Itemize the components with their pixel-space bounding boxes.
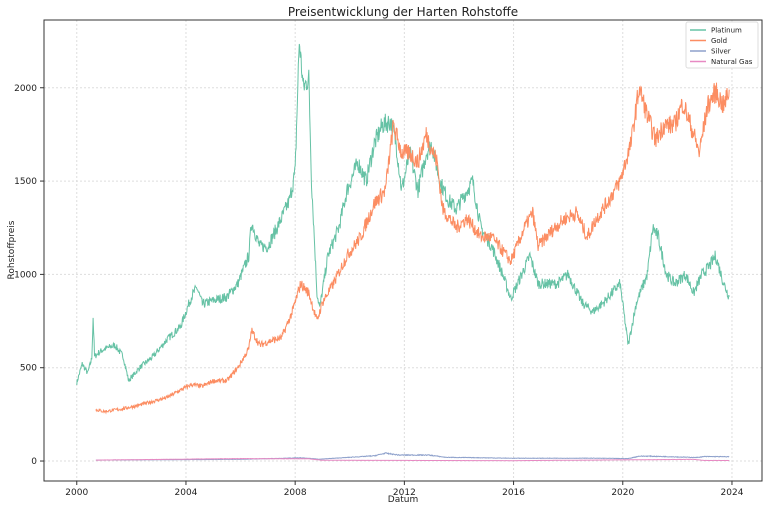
plot-frame — [43, 19, 763, 482]
series-line-platinum — [76, 43, 730, 386]
x-axis-label: Datum — [388, 495, 418, 505]
legend-label: Silver — [711, 48, 731, 56]
chart-title: Preisentwicklung der Harten Rohstoffe — [288, 5, 518, 19]
legend: Platinum Gold Silver Natural Gas — [685, 21, 759, 69]
y-tick-label: 2000 — [14, 84, 37, 94]
x-tick-label: 2008 — [284, 488, 307, 498]
x-tick-label: 2024 — [721, 488, 744, 498]
legend-label: Gold — [711, 37, 727, 45]
y-axis-label: Rohstoffpreis — [7, 220, 17, 279]
x-tick-label: 2020 — [611, 488, 634, 498]
y-axis: 0 500 1000 1500 2000 — [14, 84, 44, 467]
x-tick-label: 2000 — [65, 488, 88, 498]
y-tick-label: 500 — [20, 364, 37, 374]
x-axis: 2000 2004 2008 2012 2016 2020 2024 — [65, 481, 744, 498]
grid — [44, 20, 762, 481]
series-line-natural-gas — [95, 457, 730, 462]
legend-label: Platinum — [711, 27, 742, 35]
legend-label: Natural Gas — [711, 58, 753, 66]
x-tick-label: 2004 — [175, 488, 198, 498]
y-tick-label: 0 — [31, 457, 37, 467]
x-tick-label: 2012 — [393, 488, 416, 498]
series-line-gold — [95, 82, 730, 415]
y-tick-label: 1500 — [14, 177, 37, 187]
y-tick-label: 1000 — [14, 270, 37, 280]
series-lines — [76, 43, 730, 462]
x-tick-label: 2016 — [502, 488, 525, 498]
legend-box — [685, 21, 759, 69]
